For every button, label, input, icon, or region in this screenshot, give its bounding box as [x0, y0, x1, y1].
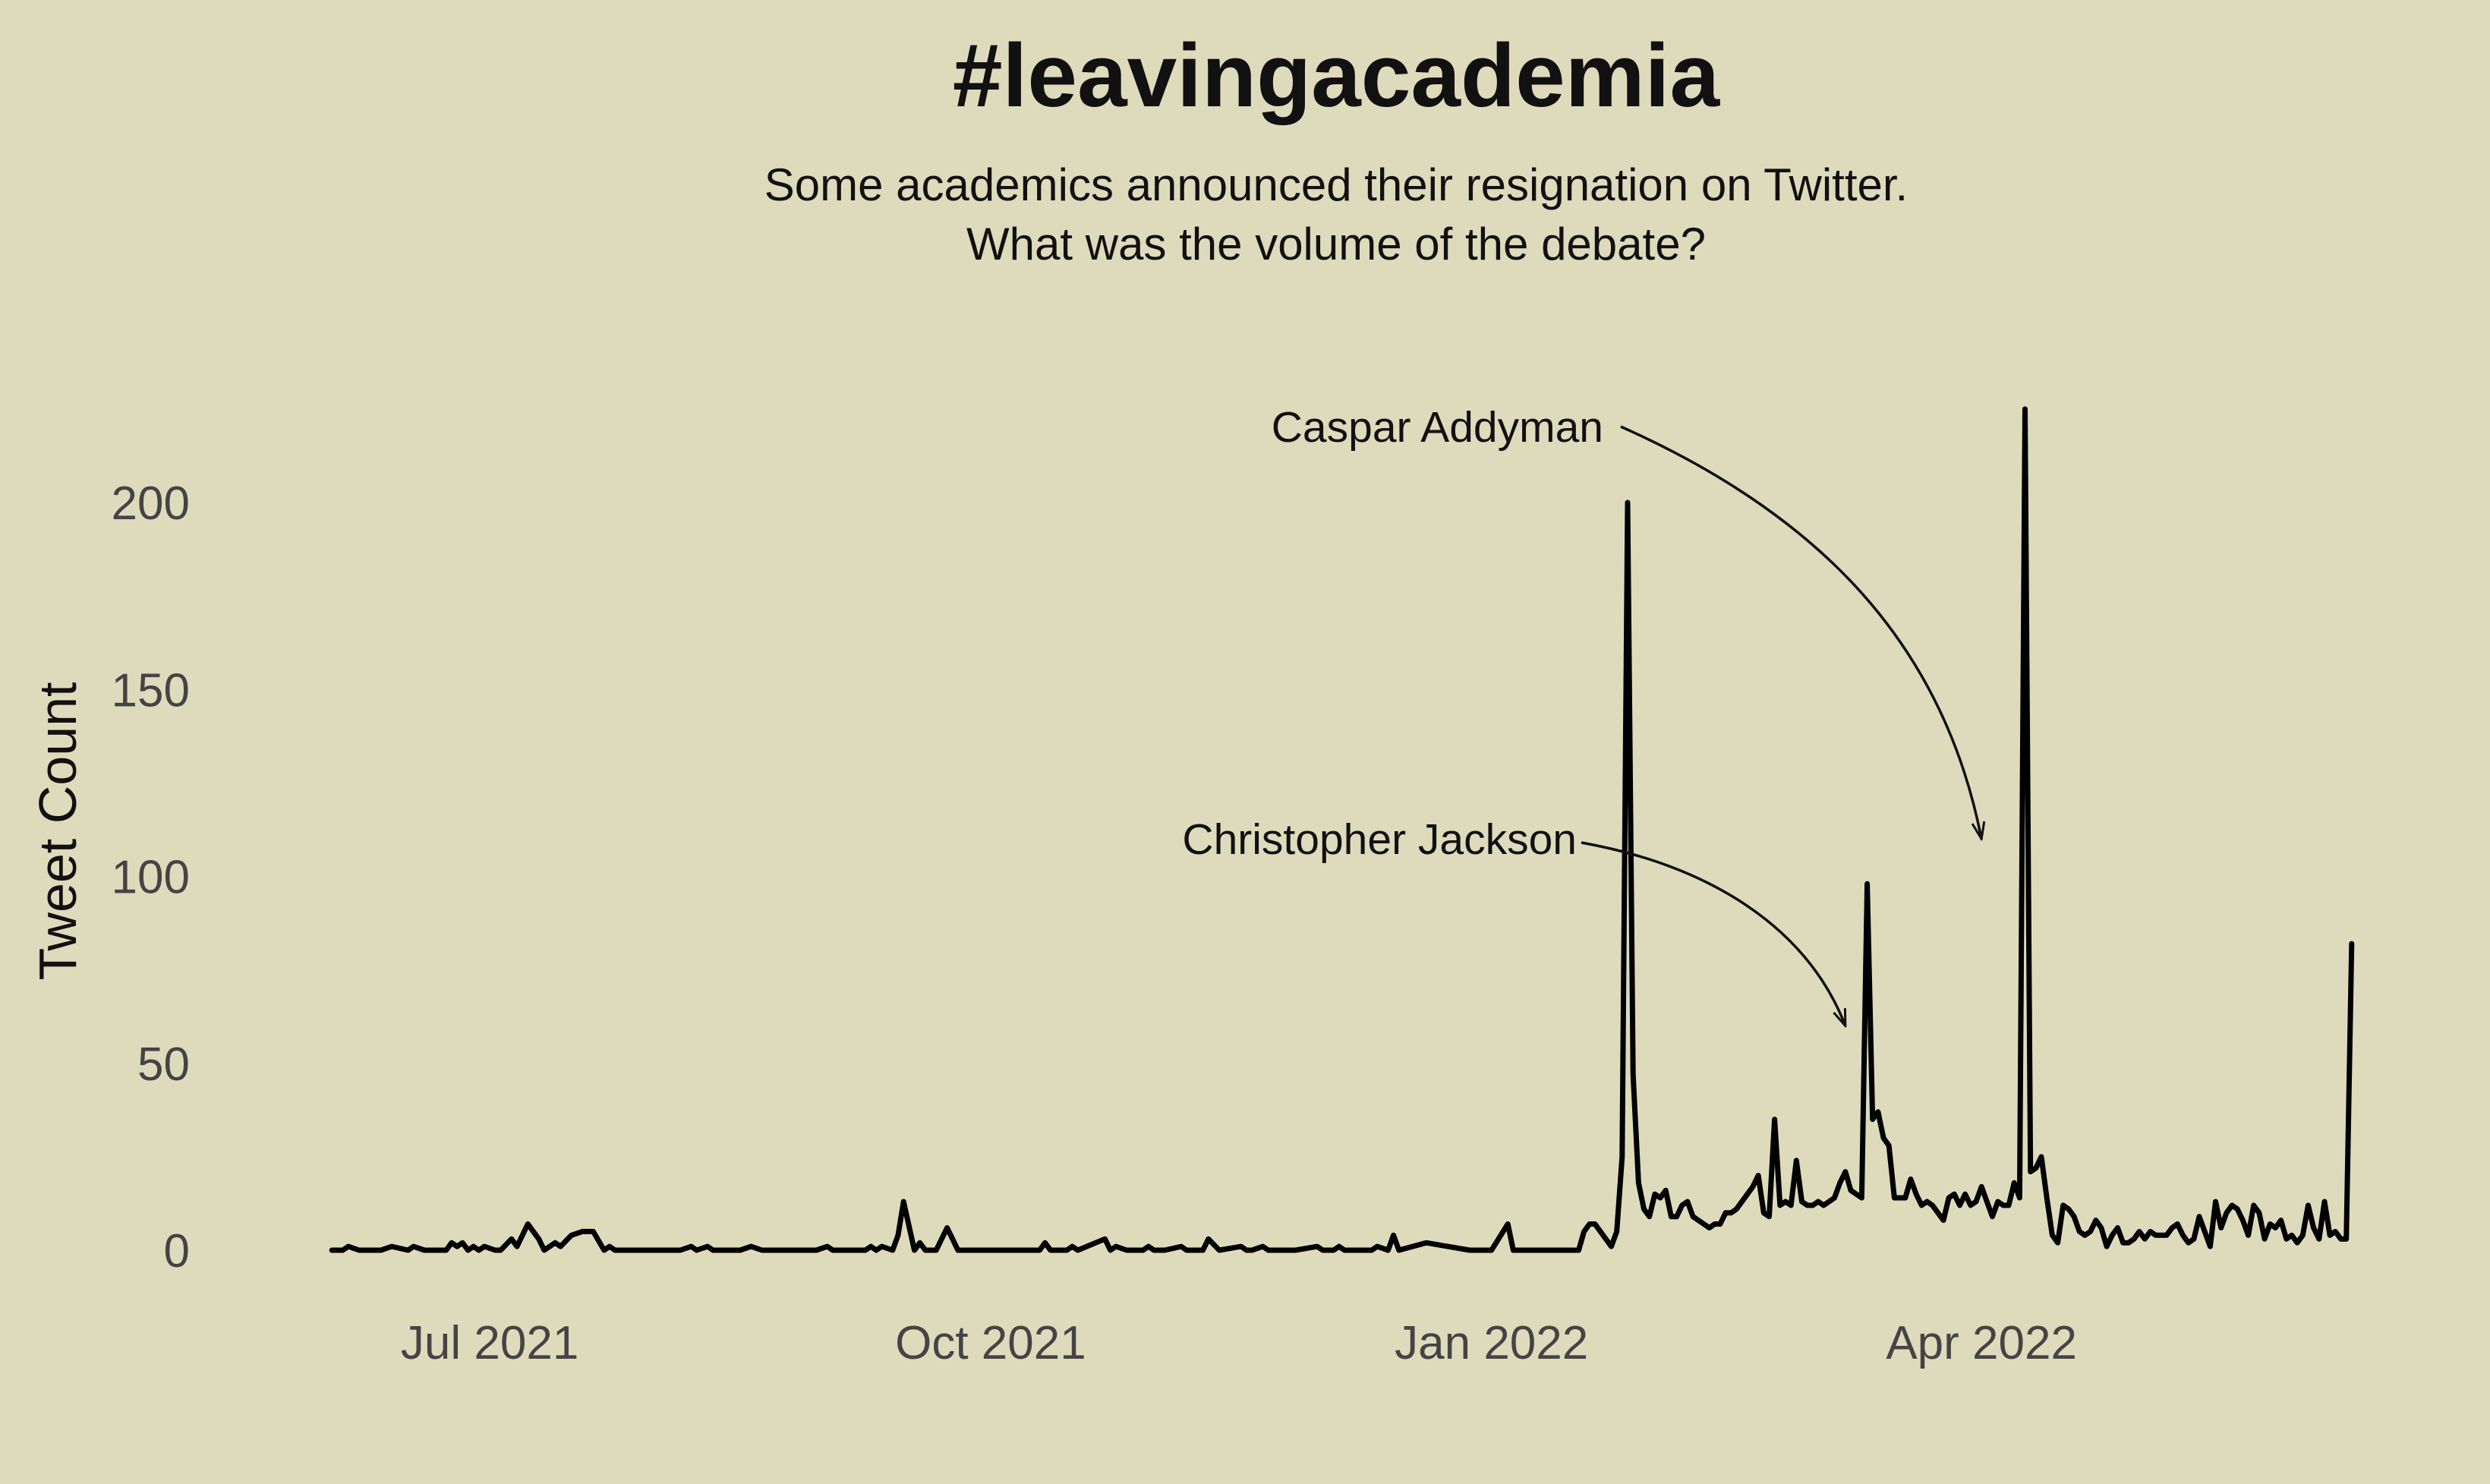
x-tick-label: Oct 2021	[895, 1317, 1086, 1369]
x-tick-label: Jul 2021	[401, 1317, 578, 1369]
y-tick-label: 200	[112, 477, 190, 530]
y-tick-label: 50	[137, 1038, 190, 1091]
annotation-label: Caspar Addyman	[1272, 403, 1603, 452]
y-axis-title: Tweet Count	[28, 682, 87, 981]
y-tick-label: 150	[112, 664, 190, 717]
chart-subtitle-line-2: What was the volume of the debate?	[966, 219, 1706, 269]
annotation-arrow	[1581, 841, 1847, 1026]
y-axis-ticks: 0 50 100 150 200	[112, 477, 190, 1278]
chart-subtitle-line-1: Some academics announced their resignati…	[764, 159, 1908, 210]
x-axis-ticks: Jul 2021 Oct 2021 Jan 2022 Apr 2022	[401, 1317, 2077, 1369]
annotations: Caspar Addyman Christopher Jackson	[1182, 403, 1981, 1026]
chart-title: #leavingacademia	[953, 26, 1721, 126]
y-tick-label: 0	[164, 1225, 190, 1278]
plot-area	[329, 406, 2355, 1253]
x-tick-label: Jan 2022	[1395, 1317, 1588, 1369]
x-tick-label: Apr 2022	[1886, 1317, 2077, 1369]
annotation-label: Christopher Jackson	[1182, 815, 1577, 864]
annotation-arrow	[1620, 425, 1981, 839]
y-tick-label: 100	[112, 852, 190, 904]
series-line	[329, 406, 2355, 1253]
